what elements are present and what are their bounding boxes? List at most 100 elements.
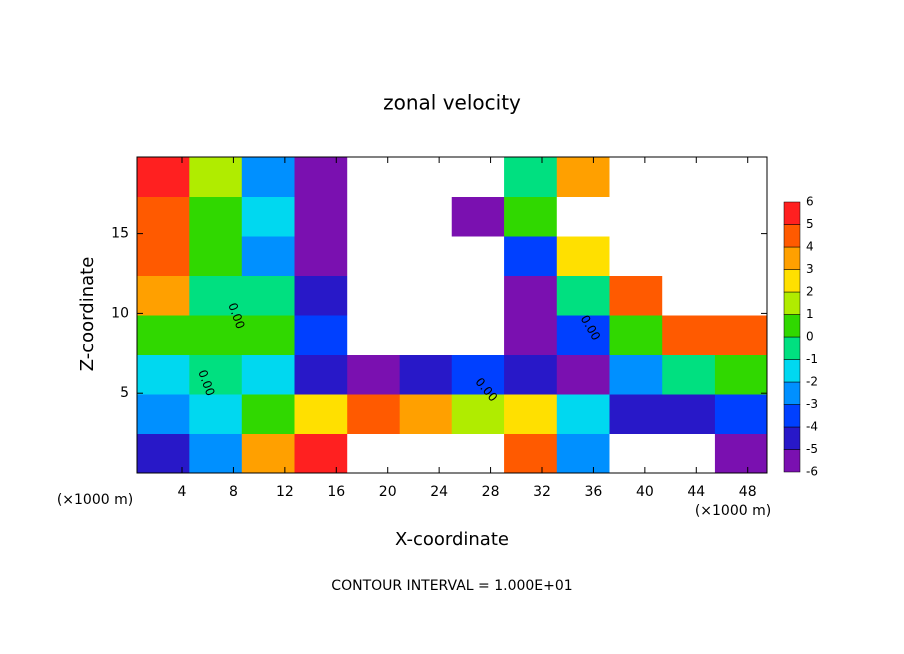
cell xyxy=(556,433,610,474)
cell xyxy=(347,354,401,395)
cell xyxy=(189,275,243,316)
cell xyxy=(241,315,295,355)
colorbar-swatch xyxy=(783,449,801,473)
cell xyxy=(504,394,558,434)
cell xyxy=(662,196,716,237)
cell xyxy=(451,394,505,434)
cell xyxy=(714,394,768,434)
x-tick-label: 12 xyxy=(276,484,294,500)
colorbar-swatch xyxy=(783,246,801,270)
colorbar-label: -6 xyxy=(806,465,818,479)
cell xyxy=(347,315,401,355)
cell xyxy=(609,236,663,276)
colorbar-swatch xyxy=(783,336,801,360)
cell xyxy=(609,394,663,434)
y-tick-label: 5 xyxy=(120,385,129,401)
colorbar-swatch xyxy=(783,426,801,450)
y-tick-label: 15 xyxy=(111,226,129,242)
cell xyxy=(189,196,243,237)
x-axis-label: X-coordinate xyxy=(395,529,509,550)
cell xyxy=(137,354,190,395)
cell xyxy=(504,315,558,355)
cell xyxy=(504,196,558,237)
cell xyxy=(189,394,243,434)
cell xyxy=(451,157,505,197)
cell xyxy=(347,275,401,316)
unit-label: (×1000 m) xyxy=(695,503,771,519)
x-tick-label: 28 xyxy=(482,484,500,500)
x-tick-label: 8 xyxy=(229,484,238,500)
chart-title: zonal velocity xyxy=(383,91,521,115)
cell xyxy=(609,315,663,355)
colorbar-label: -5 xyxy=(806,442,818,456)
cell xyxy=(556,354,610,395)
cell xyxy=(662,236,716,276)
colorbar-label: -1 xyxy=(806,352,818,366)
colorbar-label: -2 xyxy=(806,375,818,389)
cell xyxy=(451,315,505,355)
cell xyxy=(451,236,505,276)
cell xyxy=(662,315,716,355)
cell xyxy=(347,157,401,197)
x-tick-label: 32 xyxy=(533,484,551,500)
cell xyxy=(294,394,348,434)
unit-label: (×1000 m) xyxy=(57,492,133,508)
cell xyxy=(609,433,663,474)
cell xyxy=(399,354,453,395)
cell xyxy=(347,394,401,434)
cell xyxy=(714,275,768,316)
cell xyxy=(714,315,768,355)
colorbar-label: -4 xyxy=(806,420,818,434)
cell xyxy=(399,433,453,474)
cell xyxy=(504,236,558,276)
cell xyxy=(137,275,190,316)
cell xyxy=(662,354,716,395)
cell xyxy=(662,433,716,474)
cell xyxy=(294,354,348,395)
x-tick-label: 48 xyxy=(739,484,757,500)
colorbar-swatch xyxy=(783,381,801,405)
cell xyxy=(609,354,663,395)
cell xyxy=(451,196,505,237)
cell xyxy=(241,236,295,276)
colorbar-swatch xyxy=(783,291,801,315)
cell xyxy=(662,275,716,316)
cell xyxy=(451,354,505,395)
colorbar-swatch xyxy=(783,314,801,338)
cell xyxy=(399,236,453,276)
cell xyxy=(556,157,610,197)
colorbar-swatch xyxy=(783,201,801,225)
cell xyxy=(241,433,295,474)
cell xyxy=(714,196,768,237)
cell xyxy=(189,433,243,474)
cell xyxy=(137,394,190,434)
colorbar-label: 5 xyxy=(806,217,814,231)
cell xyxy=(556,315,610,355)
cell xyxy=(189,157,243,197)
cell xyxy=(137,433,190,474)
cell xyxy=(241,275,295,316)
x-tick-label: 16 xyxy=(327,484,345,500)
cell xyxy=(241,394,295,434)
colorbar-label: 1 xyxy=(806,307,814,321)
cell xyxy=(609,196,663,237)
cell xyxy=(556,394,610,434)
cell xyxy=(189,315,243,355)
x-tick-label: 40 xyxy=(636,484,654,500)
cell xyxy=(609,157,663,197)
cell xyxy=(347,196,401,237)
x-tick-label: 24 xyxy=(430,484,448,500)
x-tick-label: 36 xyxy=(585,484,603,500)
cell xyxy=(137,157,190,197)
cell xyxy=(504,433,558,474)
cell xyxy=(137,315,190,355)
y-axis-label: Z-coordinate xyxy=(77,257,98,372)
cell xyxy=(241,157,295,197)
cell xyxy=(714,236,768,276)
cell xyxy=(189,236,243,276)
cell xyxy=(347,433,401,474)
x-tick-label: 4 xyxy=(178,484,187,500)
cell xyxy=(294,157,348,197)
cell xyxy=(556,275,610,316)
cell xyxy=(714,354,768,395)
